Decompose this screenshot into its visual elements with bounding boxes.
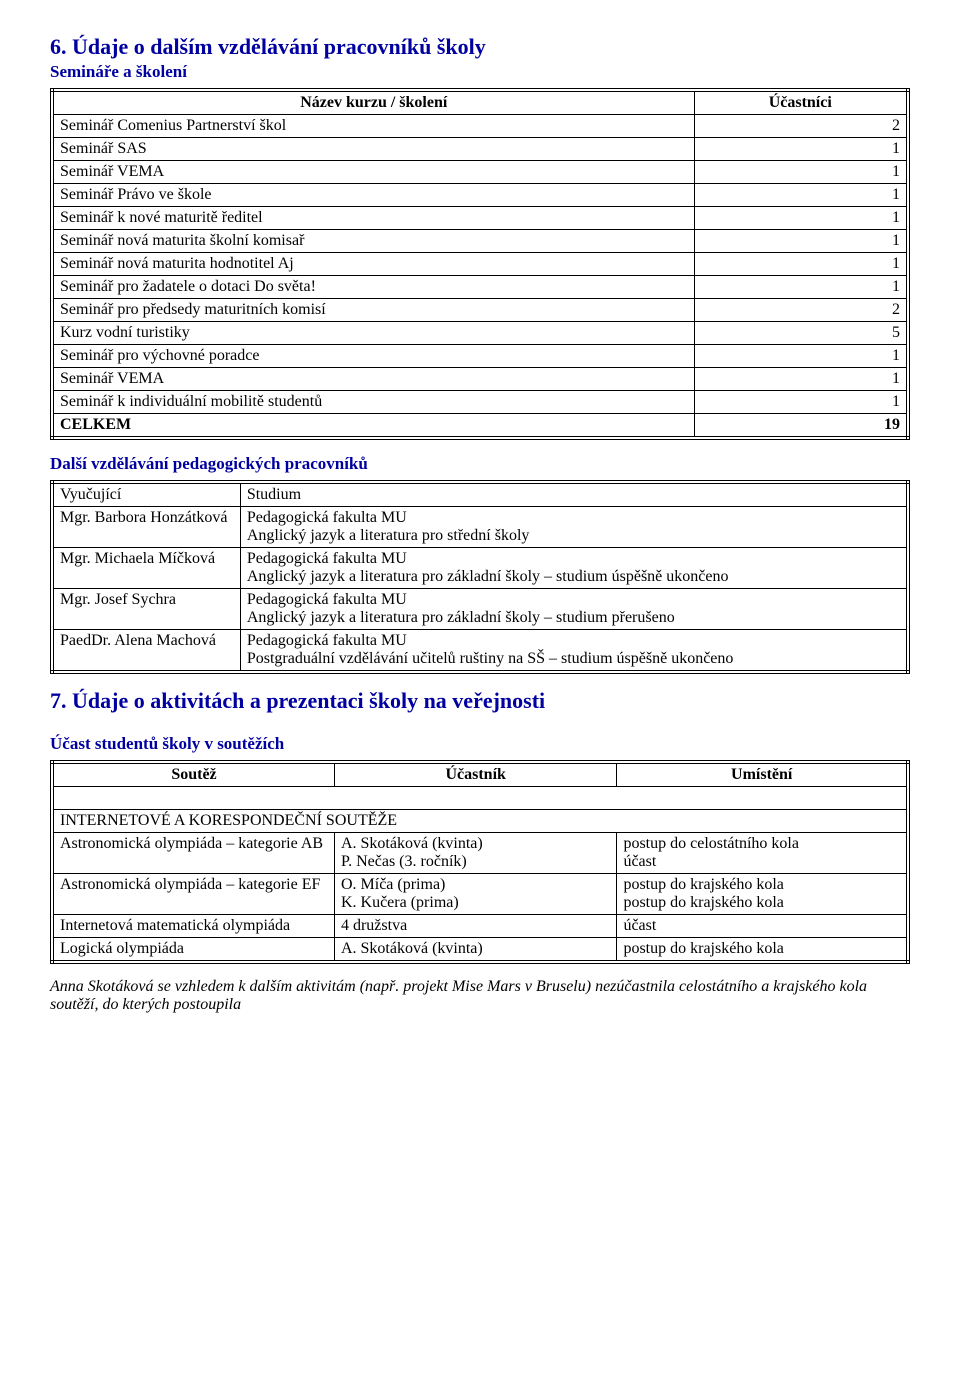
- table-total-row: CELKEM 19: [52, 414, 908, 439]
- contest-place: postup do celostátního kola účast: [617, 833, 908, 874]
- group-title-row: INTERNETOVÉ A KORESPONDEČNÍ SOUTĚŽE: [52, 810, 908, 833]
- contest-place: postup do krajského kola: [617, 938, 908, 963]
- table-row: Seminář SAS1: [52, 138, 908, 161]
- table-row: Seminář nová maturita školní komisař1: [52, 230, 908, 253]
- table-row: Astronomická olympiáda – kategorie ABA. …: [52, 833, 908, 874]
- seminar-count: 1: [694, 138, 908, 161]
- table-row: Mgr. Barbora HonzátkováPedagogická fakul…: [52, 507, 908, 548]
- contest-participant: 4 družstva: [334, 915, 616, 938]
- contests-table: Soutěž Účastník Umístění INTERNETOVÉ A K…: [50, 760, 910, 964]
- table-row: Seminář k individuální mobilitě studentů…: [52, 391, 908, 414]
- table-row: Seminář pro předsedy maturitních komisí2: [52, 299, 908, 322]
- seminar-name: Seminář Právo ve škole: [52, 184, 694, 207]
- seminar-name: Seminář SAS: [52, 138, 694, 161]
- section-6-sub1: Semináře a školení: [50, 62, 910, 82]
- seminar-name: Seminář k nové maturitě ředitel: [52, 207, 694, 230]
- table-row: Seminář pro výchovné poradce1: [52, 345, 908, 368]
- teacher-study: Pedagogická fakulta MU Anglický jazyk a …: [240, 589, 908, 630]
- teacher-name: Mgr. Barbora Honzátková: [52, 507, 240, 548]
- table-row: Kurz vodní turistiky5: [52, 322, 908, 345]
- seminar-name: Kurz vodní turistiky: [52, 322, 694, 345]
- total-value: 19: [694, 414, 908, 439]
- seminar-name: Seminář pro žadatele o dotaci Do světa!: [52, 276, 694, 299]
- seminar-count: 1: [694, 345, 908, 368]
- table-row: Seminář pro žadatele o dotaci Do světa!1: [52, 276, 908, 299]
- seminar-name: Seminář VEMA: [52, 368, 694, 391]
- table-row: Astronomická olympiáda – kategorie EFO. …: [52, 874, 908, 915]
- total-label: CELKEM: [52, 414, 694, 439]
- seminar-name: Seminář nová maturita hodnotitel Aj: [52, 253, 694, 276]
- table-row: Seminář VEMA1: [52, 368, 908, 391]
- seminar-name: Seminář pro výchovné poradce: [52, 345, 694, 368]
- table-row: PaedDr. Alena MachováPedagogická fakulta…: [52, 630, 908, 673]
- teacher-name: PaedDr. Alena Machová: [52, 630, 240, 673]
- table-row: Logická olympiádaA. Skotáková (kvinta)po…: [52, 938, 908, 963]
- teacher-study: Pedagogická fakulta MU Postgraduální vzd…: [240, 630, 908, 673]
- contest-participant: A. Skotáková (kvinta) P. Nečas (3. roční…: [334, 833, 616, 874]
- section-6-sub2: Další vzdělávání pedagogických pracovník…: [50, 454, 910, 474]
- seminar-count: 1: [694, 230, 908, 253]
- table-row: Internetová matematická olympiáda4 družs…: [52, 915, 908, 938]
- seminars-table: Název kurzu / školení Účastníci Seminář …: [50, 88, 910, 440]
- col-count: Účastníci: [694, 90, 908, 115]
- teacher-name: Mgr. Josef Sychra: [52, 589, 240, 630]
- teachers-table: Vyučující Studium Mgr. Barbora Honzátkov…: [50, 480, 910, 674]
- contest-participant: A. Skotáková (kvinta): [334, 938, 616, 963]
- contest-name: Astronomická olympiáda – kategorie EF: [52, 874, 334, 915]
- table-header-row: Název kurzu / školení Účastníci: [52, 90, 908, 115]
- contest-name: Astronomická olympiáda – kategorie AB: [52, 833, 334, 874]
- seminar-count: 2: [694, 115, 908, 138]
- col-name: Název kurzu / školení: [52, 90, 694, 115]
- table-header-row: Soutěž Účastník Umístění: [52, 762, 908, 787]
- seminar-name: Seminář nová maturita školní komisař: [52, 230, 694, 253]
- teacher-study: Pedagogická fakulta MU Anglický jazyk a …: [240, 548, 908, 589]
- table-row: Mgr. Michaela MíčkováPedagogická fakulta…: [52, 548, 908, 589]
- col-participant: Účastník: [334, 762, 616, 787]
- table-header-row: Vyučující Studium: [52, 482, 908, 507]
- contest-place: účast: [617, 915, 908, 938]
- seminar-count: 1: [694, 368, 908, 391]
- seminar-name: Seminář Comenius Partnerství škol: [52, 115, 694, 138]
- seminar-count: 1: [694, 161, 908, 184]
- table-row: Seminář k nové maturitě ředitel1: [52, 207, 908, 230]
- table-row: Seminář VEMA1: [52, 161, 908, 184]
- section-6-heading: 6. Údaje o dalším vzdělávání pracovníků …: [50, 34, 910, 60]
- col-teacher: Vyučující: [52, 482, 240, 507]
- seminar-name: Seminář pro předsedy maturitních komisí: [52, 299, 694, 322]
- col-study: Studium: [240, 482, 908, 507]
- seminar-count: 5: [694, 322, 908, 345]
- seminar-count: 1: [694, 184, 908, 207]
- seminar-count: 1: [694, 276, 908, 299]
- seminar-count: 1: [694, 207, 908, 230]
- spacer-row: [52, 787, 908, 810]
- contest-name: Logická olympiáda: [52, 938, 334, 963]
- section-7-heading: 7. Údaje o aktivitách a prezentaci školy…: [50, 688, 910, 714]
- contest-place: postup do krajského kola postup do krajs…: [617, 874, 908, 915]
- teacher-name: Mgr. Michaela Míčková: [52, 548, 240, 589]
- footnote: Anna Skotáková se vzhledem k dalším akti…: [50, 978, 910, 1014]
- seminar-name: Seminář k individuální mobilitě studentů: [52, 391, 694, 414]
- table-row: Seminář nová maturita hodnotitel Aj1: [52, 253, 908, 276]
- table-row: Mgr. Josef SychraPedagogická fakulta MU …: [52, 589, 908, 630]
- table-row: Seminář Právo ve škole1: [52, 184, 908, 207]
- contest-name: Internetová matematická olympiáda: [52, 915, 334, 938]
- seminar-count: 2: [694, 299, 908, 322]
- contest-participant: O. Míča (prima) K. Kučera (prima): [334, 874, 616, 915]
- section-7-sub: Účast studentů školy v soutěžích: [50, 734, 910, 754]
- seminar-name: Seminář VEMA: [52, 161, 694, 184]
- seminar-count: 1: [694, 253, 908, 276]
- teacher-study: Pedagogická fakulta MU Anglický jazyk a …: [240, 507, 908, 548]
- table-row: Seminář Comenius Partnerství škol2: [52, 115, 908, 138]
- col-contest: Soutěž: [52, 762, 334, 787]
- col-place: Umístění: [617, 762, 908, 787]
- group-title: INTERNETOVÉ A KORESPONDEČNÍ SOUTĚŽE: [52, 810, 908, 833]
- seminar-count: 1: [694, 391, 908, 414]
